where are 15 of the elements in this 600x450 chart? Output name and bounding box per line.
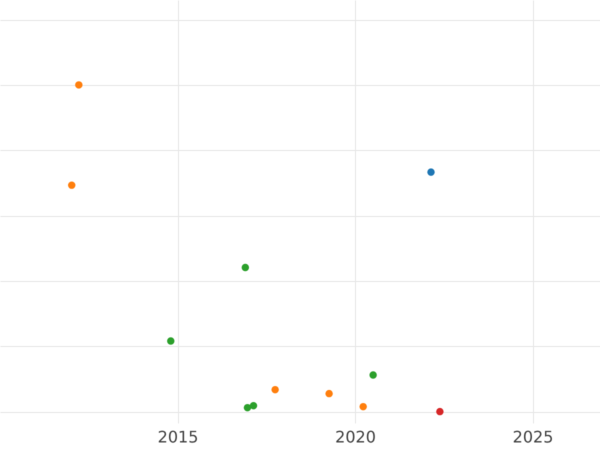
x-tick-label: 2015 — [158, 428, 198, 446]
point — [68, 182, 76, 189]
point — [244, 404, 252, 412]
point — [325, 390, 333, 398]
point — [271, 386, 279, 394]
point — [369, 371, 377, 379]
point — [167, 337, 174, 345]
x-tick-label: 2025 — [512, 428, 554, 446]
point — [242, 264, 250, 272]
point — [250, 402, 258, 410]
x-tick-label: 2020 — [335, 428, 376, 446]
point — [436, 408, 444, 416]
point — [427, 168, 435, 176]
point — [359, 402, 367, 410]
point — [75, 81, 83, 89]
